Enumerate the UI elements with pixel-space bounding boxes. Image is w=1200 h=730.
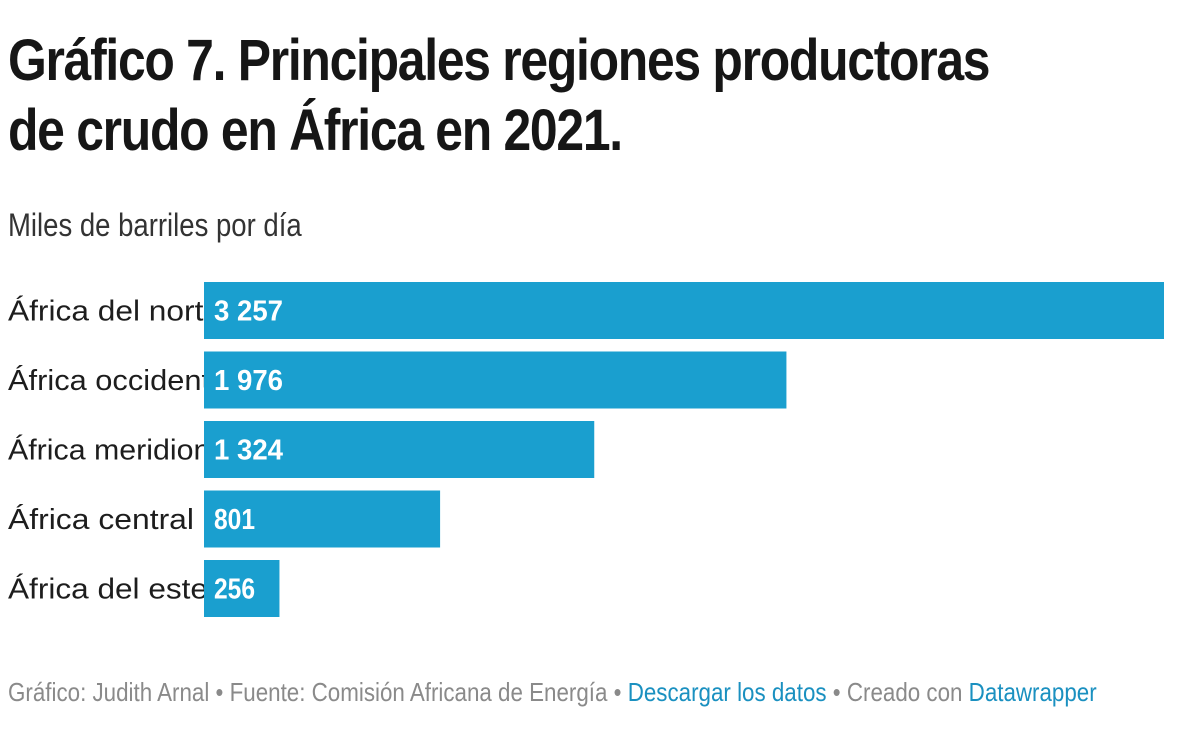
bar-africa-occidental bbox=[204, 351, 787, 409]
category-label-africa-occidental: África occidental bbox=[8, 364, 234, 397]
chart-footer: Gráfico: Judith Arnal • Fuente: Comisión… bbox=[8, 676, 1097, 708]
chart-title: Gráfico 7. Principales regiones producto… bbox=[8, 28, 991, 163]
value-label-africa-del-norte: 3 257 bbox=[214, 296, 283, 328]
bar-africa-del-norte bbox=[204, 282, 1164, 339]
category-label-africa-del-este: África del este bbox=[8, 573, 208, 606]
value-label-africa-del-este: 256 bbox=[214, 574, 255, 606]
bar-africa-central bbox=[204, 490, 441, 548]
footer-created-with: Creado con bbox=[846, 677, 963, 707]
bar-africa-del-este bbox=[204, 560, 280, 617]
value-label-africa-central: 801 bbox=[214, 504, 255, 536]
value-label-africa-meridional: 1 324 bbox=[214, 435, 283, 467]
footer-separator: • bbox=[607, 677, 628, 707]
footer-credit: Gráfico: Judith Arnal bbox=[8, 677, 210, 707]
footer-separator: • bbox=[826, 677, 847, 707]
datawrapper-link[interactable]: Datawrapper bbox=[968, 677, 1097, 707]
category-label-africa-meridional: África meridional bbox=[8, 434, 234, 467]
download-data-link[interactable]: Descargar los datos bbox=[627, 677, 827, 707]
footer-source: Fuente: Comisión Africana de Energía bbox=[229, 677, 608, 707]
bar-africa-meridional bbox=[204, 421, 595, 478]
chart-subtitle: Miles de barriles por día bbox=[8, 207, 302, 243]
footer-separator: • bbox=[209, 677, 230, 707]
value-label-africa-occidental: 1 976 bbox=[214, 365, 283, 397]
category-label-africa-del-norte: África del norte bbox=[8, 295, 221, 328]
category-label-africa-central: África central bbox=[8, 503, 194, 536]
